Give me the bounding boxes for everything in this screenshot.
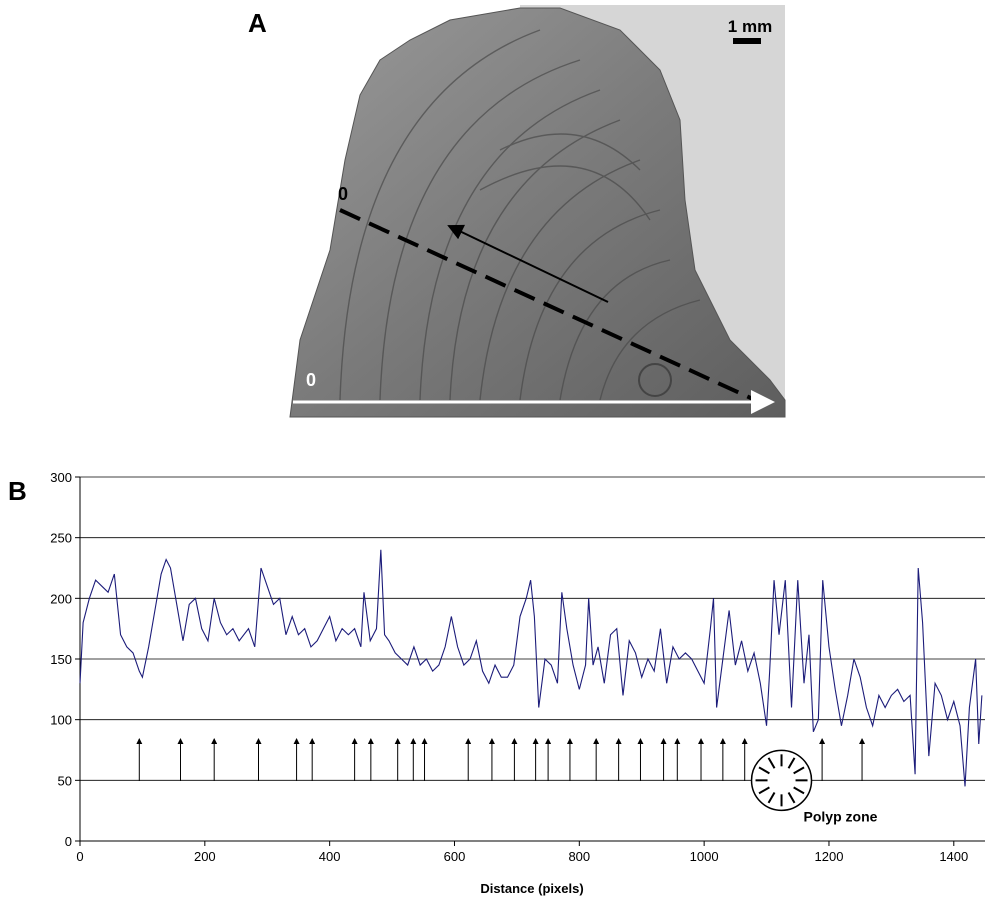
data-line: [79, 549, 983, 787]
polyp-zone: [750, 749, 813, 812]
x-tick-label: 1400: [939, 849, 968, 864]
x-tick-label: 200: [194, 849, 216, 864]
polyp-septum: [767, 791, 776, 804]
x-tick-label: 600: [444, 849, 466, 864]
scale-bar-label: 1 mm: [728, 17, 772, 36]
x-tick-label: 0: [76, 849, 83, 864]
polyp-septum: [793, 766, 805, 775]
y-tick-label: 300: [50, 470, 72, 485]
panel-label: B: [8, 476, 27, 506]
photo: [289, 5, 786, 418]
y-tick-label: 50: [58, 773, 72, 788]
x-tick-label: 400: [319, 849, 341, 864]
x-tick-label: 800: [568, 849, 590, 864]
polyp-septum: [787, 791, 796, 804]
y-tick-label: 100: [50, 713, 72, 728]
polyp-zone-label: Polyp zone: [804, 808, 878, 824]
polyp-septum: [793, 786, 805, 795]
origin-label: 0: [338, 184, 348, 204]
panel-label: A: [248, 8, 267, 38]
y-tick-label: 0: [65, 834, 72, 849]
polyp-septum: [767, 757, 776, 769]
origin-label: 0: [306, 370, 316, 390]
x-tick-label: 1000: [690, 849, 719, 864]
polyp-septum: [758, 766, 770, 775]
y-tick-label: 250: [50, 531, 72, 546]
polyp-septum: [787, 757, 796, 769]
y-tick-label: 150: [50, 652, 72, 667]
y-tick-label: 200: [50, 591, 72, 606]
x-axis-label: Distance (pixels): [480, 881, 583, 896]
x-tick-label: 1200: [815, 849, 844, 864]
polyp-septum: [758, 786, 770, 795]
